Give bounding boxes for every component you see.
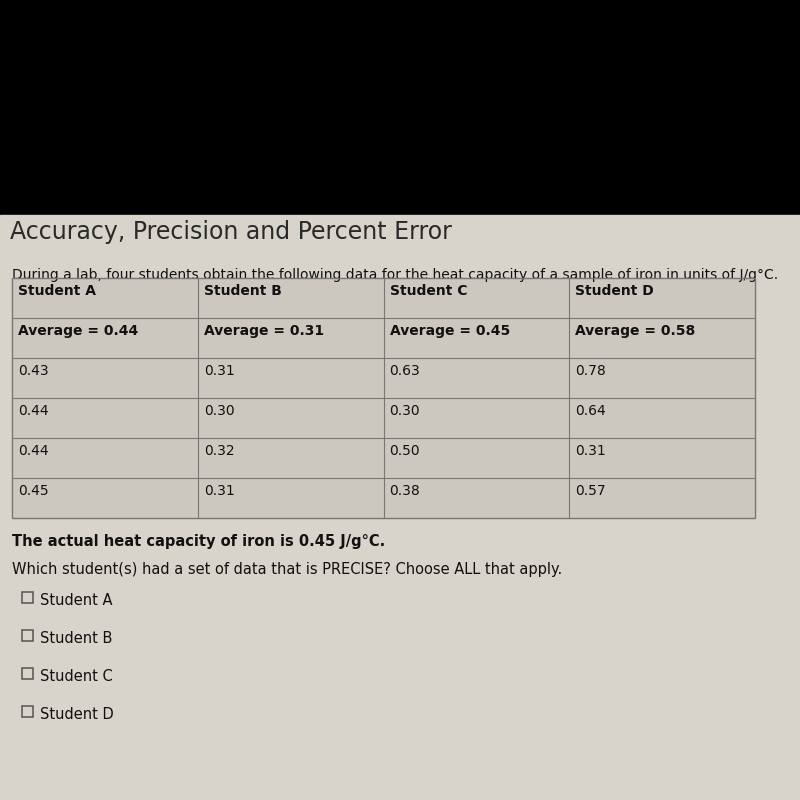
Text: 0.30: 0.30 — [204, 404, 234, 418]
Bar — [22, 706, 33, 717]
Bar — [22, 668, 33, 679]
Bar — [22, 630, 33, 641]
Text: 0.44: 0.44 — [18, 404, 49, 418]
Bar — [22, 592, 33, 603]
Text: Student D: Student D — [40, 707, 114, 722]
Text: 0.64: 0.64 — [575, 404, 606, 418]
Text: The actual heat capacity of iron is 0.45 J/g°C.: The actual heat capacity of iron is 0.45… — [12, 534, 386, 549]
Text: 0.32: 0.32 — [204, 444, 234, 458]
Text: Average = 0.31: Average = 0.31 — [204, 324, 324, 338]
Text: During a lab, four students obtain the following data for the heat capacity of a: During a lab, four students obtain the f… — [12, 268, 778, 282]
Text: 0.44: 0.44 — [18, 444, 49, 458]
Text: 0.31: 0.31 — [204, 484, 234, 498]
Text: Student C: Student C — [390, 284, 467, 298]
Text: Average = 0.44: Average = 0.44 — [18, 324, 138, 338]
Text: Average = 0.58: Average = 0.58 — [575, 324, 695, 338]
Text: Student B: Student B — [40, 631, 112, 646]
Text: Accuracy, Precision and Percent Error: Accuracy, Precision and Percent Error — [10, 220, 452, 244]
Text: 0.31: 0.31 — [575, 444, 606, 458]
Text: 0.57: 0.57 — [575, 484, 606, 498]
Text: Student C: Student C — [40, 669, 113, 684]
Text: Student D: Student D — [575, 284, 654, 298]
Text: 0.45: 0.45 — [18, 484, 49, 498]
Bar — [0, 0, 800, 215]
Text: 0.30: 0.30 — [390, 404, 420, 418]
Text: 0.43: 0.43 — [18, 364, 49, 378]
Text: Student A: Student A — [40, 593, 113, 608]
Bar — [12, 278, 755, 518]
Text: 0.50: 0.50 — [390, 444, 420, 458]
Bar — [12, 278, 755, 518]
Text: Which student(s) had a set of data that is PRECISE? Choose ALL that apply.: Which student(s) had a set of data that … — [12, 562, 562, 577]
Text: Student A: Student A — [18, 284, 96, 298]
Text: Student B: Student B — [204, 284, 282, 298]
Text: 0.38: 0.38 — [390, 484, 420, 498]
Text: Average = 0.45: Average = 0.45 — [390, 324, 510, 338]
Text: 0.63: 0.63 — [390, 364, 420, 378]
Text: 0.78: 0.78 — [575, 364, 606, 378]
Text: 0.31: 0.31 — [204, 364, 234, 378]
Bar — [0, 215, 800, 800]
